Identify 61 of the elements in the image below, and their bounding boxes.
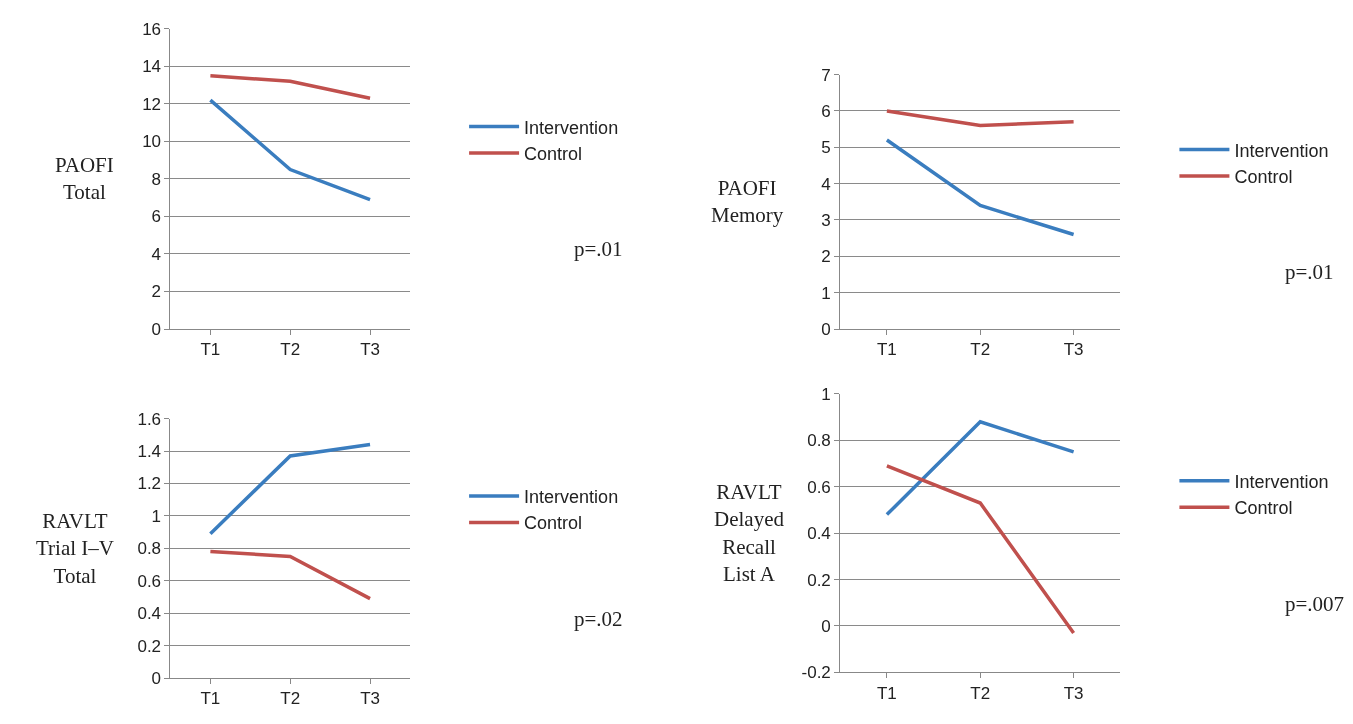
legend-label: Control	[1234, 498, 1293, 519]
y-tick-label: 0.2	[137, 636, 162, 656]
x-tick-label: T1	[200, 340, 221, 360]
y-tick-label: 0.6	[807, 477, 831, 497]
legend-label: Intervention	[1234, 471, 1329, 492]
x-tick-label: T2	[970, 340, 991, 360]
legend-label: Intervention	[1234, 140, 1329, 161]
x-tick-label: T1	[200, 689, 221, 709]
y-tick-label: 1	[821, 384, 831, 404]
y-tick-label: 2	[151, 282, 162, 302]
y-tick-label: 2	[821, 247, 831, 267]
x-tick-label: T3	[360, 689, 380, 709]
y-tick-label: 0	[151, 668, 162, 688]
legend-label: Control	[1234, 166, 1293, 187]
legend-label: Control	[524, 513, 583, 534]
x-tick-label: T2	[280, 340, 301, 360]
y-tick-label: 0	[821, 320, 831, 340]
y-axis-title: RAVLT Delayed Recall List A	[714, 480, 785, 586]
text: p=.007	[1285, 592, 1345, 616]
legend-label: Intervention	[524, 117, 619, 138]
y-tick-label: 0	[151, 320, 162, 340]
x-tick-label: T1	[876, 683, 897, 703]
y-tick-label: 0.4	[137, 604, 162, 624]
y-tick-label: 1	[821, 283, 831, 303]
y-tick-label: 6	[151, 207, 162, 227]
legend-label: Intervention	[524, 487, 619, 508]
y-tick-label: 0	[821, 616, 831, 636]
y-axis-title: PAOFI Memory	[711, 176, 784, 228]
x-tick-label: T2	[970, 683, 991, 703]
y-tick-label: 8	[151, 169, 162, 189]
x-tick-label: T2	[280, 689, 301, 709]
y-axis-title: PAOFI Total	[55, 153, 114, 205]
y-tick-label: 14	[142, 57, 162, 77]
y-tick-label: 7	[821, 65, 831, 85]
text: p=.01	[574, 237, 623, 261]
y-tick-label: 1.2	[137, 474, 162, 494]
y-tick-label: 1.4	[137, 441, 162, 461]
y-tick-label: 0.6	[137, 571, 162, 591]
y-tick-label: 0.2	[807, 570, 831, 590]
y-tick-label: 16	[142, 19, 162, 39]
x-tick-label: T3	[1063, 340, 1084, 360]
x-tick-label: T1	[876, 340, 897, 360]
legend-label: Control	[524, 144, 583, 165]
y-tick-label: -0.2	[801, 663, 831, 683]
y-tick-label: 4	[821, 174, 831, 194]
y-tick-label: 3	[821, 210, 831, 230]
y-tick-label: 12	[142, 94, 162, 114]
y-tick-label: 5	[821, 138, 831, 158]
y-tick-label: 1	[151, 506, 162, 526]
y-tick-label: 4	[151, 244, 162, 264]
text: p=.01	[1285, 260, 1334, 284]
x-tick-label: T3	[360, 340, 380, 360]
y-tick-label: 6	[821, 101, 831, 121]
y-tick-label: 0.4	[807, 524, 831, 544]
y-axis-title: RAVLT Trial I–V Total	[36, 509, 114, 588]
text: p=.02	[574, 607, 623, 631]
y-tick-label: 10	[142, 132, 162, 152]
y-tick-label: 0.8	[137, 539, 162, 559]
x-tick-label: T3	[1063, 683, 1084, 703]
y-tick-label: 0.8	[807, 431, 831, 451]
y-tick-label: 1.6	[137, 409, 162, 429]
